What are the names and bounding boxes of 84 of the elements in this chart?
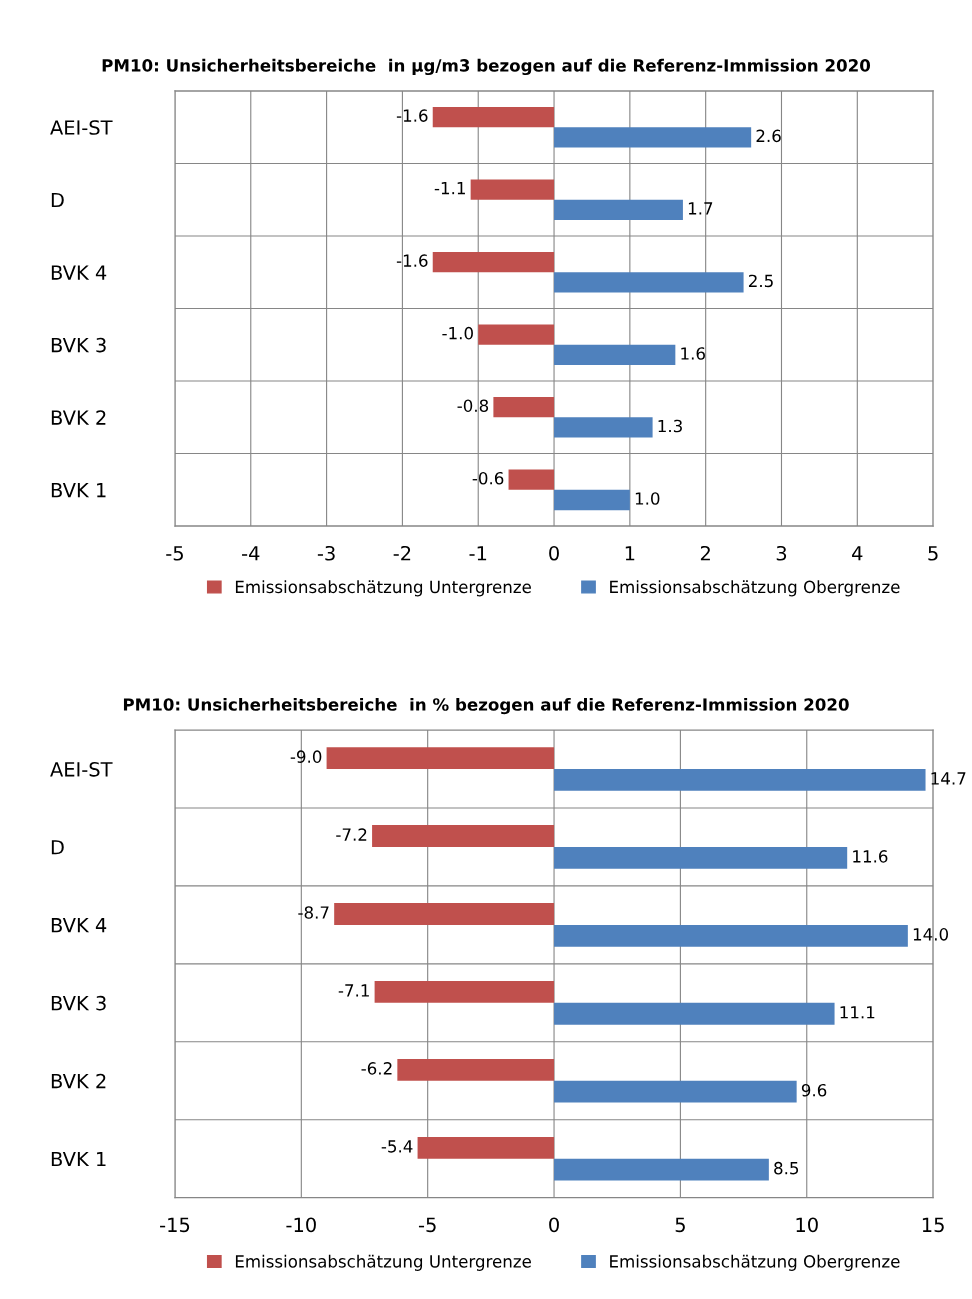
data-label: 14.7: [931, 772, 966, 785]
x-tick-label: -3: [317, 545, 335, 561]
data-label: -0.6: [472, 471, 504, 485]
data-label: -1.0: [442, 326, 473, 340]
data-label: -1.1: [434, 182, 465, 195]
bar: [334, 903, 555, 925]
x-tick-label: 3: [776, 545, 787, 561]
x-tick-label: 10: [796, 1217, 818, 1233]
x-tick-label: -5: [418, 1217, 436, 1233]
bar: [372, 825, 555, 847]
data-label: 1.0: [635, 492, 660, 505]
bar: [397, 1058, 555, 1081]
x-tick-label: 5: [928, 546, 938, 561]
bar: [554, 127, 752, 148]
data-label: -1.6: [396, 109, 428, 122]
bar: [554, 924, 908, 947]
y-tick-label: BVK 1: [51, 483, 106, 498]
data-label: 14.0: [913, 928, 949, 941]
y-tick-label: BVK 3: [51, 995, 106, 1011]
data-label: -1.6: [396, 254, 428, 267]
bar: [554, 1002, 835, 1025]
y-tick-label: AEI-ST: [50, 120, 113, 135]
x-tick-label: 5: [675, 1217, 685, 1233]
x-tick-label: 1: [625, 546, 635, 561]
y-tick-label: BVK 2: [51, 1073, 106, 1089]
bar: [326, 747, 555, 770]
bar: [554, 1158, 769, 1181]
data-label: 9.6: [801, 1083, 827, 1097]
y-tick-label: BVK 2: [51, 410, 106, 425]
x-tick-label: -1: [469, 546, 487, 561]
x-tick-label: 0: [549, 1217, 559, 1233]
x-tick-label: 4: [852, 546, 863, 561]
data-label: 1.6: [681, 347, 705, 360]
data-label: -0.8: [457, 399, 489, 412]
x-tick-label: -4: [242, 546, 260, 561]
x-tick-label: -2: [393, 545, 411, 561]
bar: [417, 1136, 555, 1159]
y-tick-label: BVK 4: [51, 918, 107, 933]
y-tick-label: BVK 1: [51, 1151, 106, 1167]
data-label: -6.2: [361, 1062, 392, 1075]
x-tick-label: 0: [549, 545, 559, 561]
x-tick-label: 2: [700, 545, 710, 561]
bar: [374, 981, 555, 1003]
chart-title: PM10: Unsicherheitsbereiche in µg/m3 bezogen auf die Referenz-Immission 2020: [102, 58, 871, 76]
bar: [554, 199, 683, 221]
data-label: -7.1: [338, 984, 369, 997]
data-label: -7.2: [336, 828, 367, 841]
legend-label: Emissionsabschätzung Obergrenze: [610, 580, 900, 597]
data-label: 11.6: [853, 850, 888, 863]
y-tick-label: BVK 4: [51, 265, 107, 280]
data-label: -8.7: [298, 906, 329, 919]
y-tick-label: AEI-ST: [50, 761, 113, 777]
legend-label: Emissionsabschätzung Obergrenze: [610, 1254, 900, 1271]
bar: [470, 179, 555, 200]
bar: [432, 106, 555, 128]
bar: [508, 469, 555, 490]
x-tick-label: -5: [166, 546, 183, 561]
bar: [493, 397, 555, 418]
data-label: 1.3: [658, 419, 682, 433]
bar: [478, 324, 555, 345]
legend-label: Emissionsabschätzung Untergrenze: [235, 580, 531, 597]
x-tick-label: -15: [160, 1217, 190, 1233]
bar: [554, 272, 744, 293]
bar: [554, 769, 926, 791]
y-tick-label: BVK 3: [51, 337, 106, 353]
bar: [554, 846, 848, 869]
bar: [432, 251, 555, 273]
data-label: 1.7: [688, 202, 713, 215]
legend-label: Emissionsabschätzung Untergrenze: [235, 1254, 531, 1271]
y-tick-label: D: [51, 840, 64, 855]
data-label: 11.1: [840, 1006, 875, 1019]
bar: [554, 417, 653, 438]
data-label: 8.5: [774, 1161, 799, 1175]
y-tick-label: D: [51, 192, 64, 208]
bar: [554, 489, 630, 511]
data-label: 2.6: [756, 129, 781, 143]
x-tick-label: -10: [286, 1217, 316, 1233]
chart-title: PM10: Unsicherheitsbereiche in % bezogen auf die Referenz-Immission 2020: [123, 697, 849, 715]
bar: [554, 344, 676, 366]
data-label: -9.0: [290, 750, 322, 763]
data-label: -5.4: [381, 1140, 413, 1153]
x-tick-label: 15: [922, 1217, 944, 1233]
bar: [554, 1080, 797, 1103]
data-label: 2.5: [748, 274, 773, 288]
